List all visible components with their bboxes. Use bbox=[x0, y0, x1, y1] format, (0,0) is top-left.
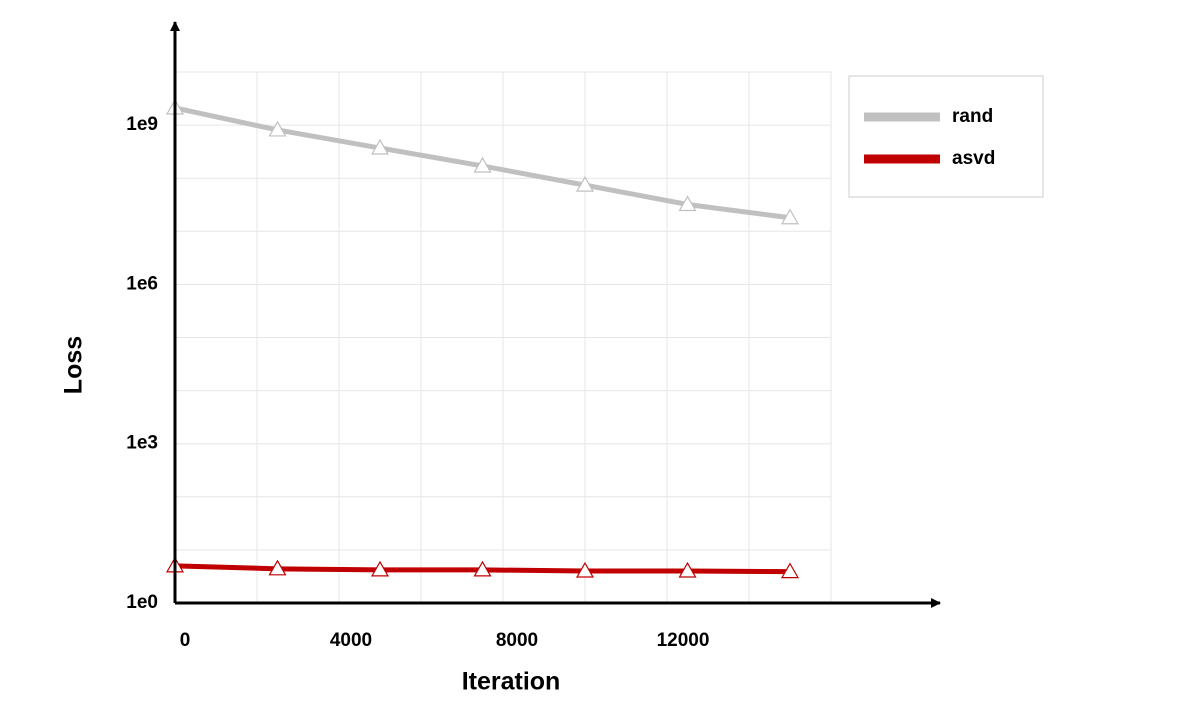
point-marker bbox=[575, 175, 595, 192]
legend-label: asvd bbox=[952, 148, 995, 169]
x-axis-label: Iteration bbox=[462, 668, 561, 696]
point-marker bbox=[678, 195, 697, 212]
y-tick-label: 1e6 bbox=[126, 273, 158, 294]
y-tick-label: 1e0 bbox=[126, 592, 158, 613]
legend bbox=[848, 75, 1044, 198]
y-tick-label: 1e9 bbox=[126, 114, 158, 135]
grid bbox=[174, 71, 832, 604]
x-tick-label: 0 bbox=[180, 630, 191, 651]
point-marker bbox=[268, 559, 287, 576]
point-marker bbox=[678, 561, 697, 578]
y-axis-label: Loss bbox=[60, 336, 88, 394]
point-marker bbox=[370, 138, 390, 155]
legend-items: rand asvd bbox=[864, 106, 995, 169]
point-marker bbox=[780, 562, 800, 579]
point-marker bbox=[268, 120, 287, 137]
x-tick-label: 4000 bbox=[330, 630, 372, 651]
legend-label: rand bbox=[952, 106, 993, 127]
point-marker bbox=[473, 156, 492, 173]
plot-area bbox=[165, 98, 800, 579]
point-marker bbox=[575, 561, 595, 578]
x-tick-label: 8000 bbox=[496, 630, 538, 651]
point-marker bbox=[473, 560, 492, 577]
x-tick-label: 12000 bbox=[657, 630, 710, 651]
point-marker bbox=[780, 208, 800, 225]
point-marker bbox=[370, 560, 390, 577]
y-tick-label: 1e3 bbox=[126, 433, 158, 454]
